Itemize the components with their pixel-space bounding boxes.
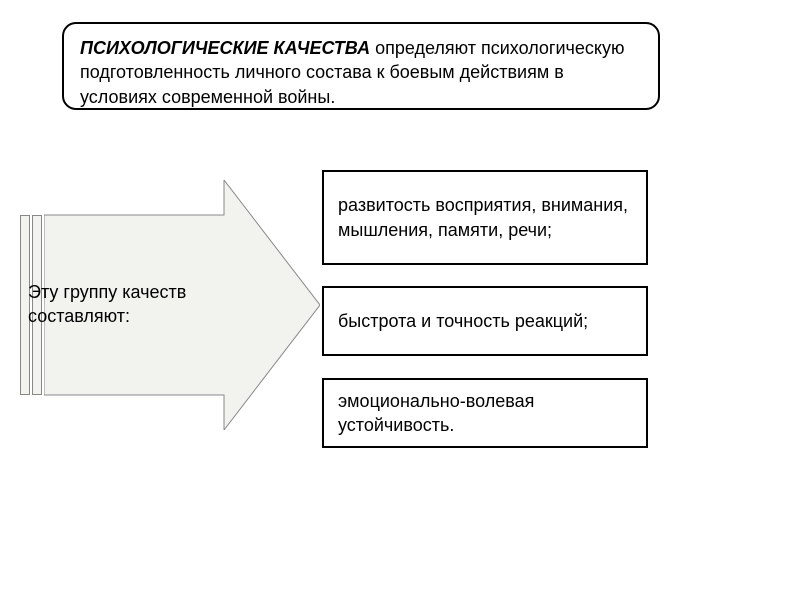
item-text-2: быстрота и точность реакций; bbox=[338, 309, 588, 333]
item-text-3: эмоционально-волевая устойчивость. bbox=[338, 389, 632, 438]
item-box-3: эмоционально-волевая устойчивость. bbox=[322, 378, 648, 448]
arrow-label: Эту группу качеств составляют: bbox=[28, 280, 228, 329]
item-text-1: развитость восприятия, внимания, мышлени… bbox=[338, 193, 632, 242]
arrow-group: Эту группу качеств составляют: bbox=[20, 180, 320, 430]
header-box: ПСИХОЛОГИЧЕСКИЕ КАЧЕСТВА определяют псих… bbox=[62, 22, 660, 110]
item-box-1: развитость восприятия, внимания, мышлени… bbox=[322, 170, 648, 265]
item-box-2: быстрота и точность реакций; bbox=[322, 286, 648, 356]
header-bold-text: ПСИХОЛОГИЧЕСКИЕ КАЧЕСТВА bbox=[80, 38, 370, 58]
